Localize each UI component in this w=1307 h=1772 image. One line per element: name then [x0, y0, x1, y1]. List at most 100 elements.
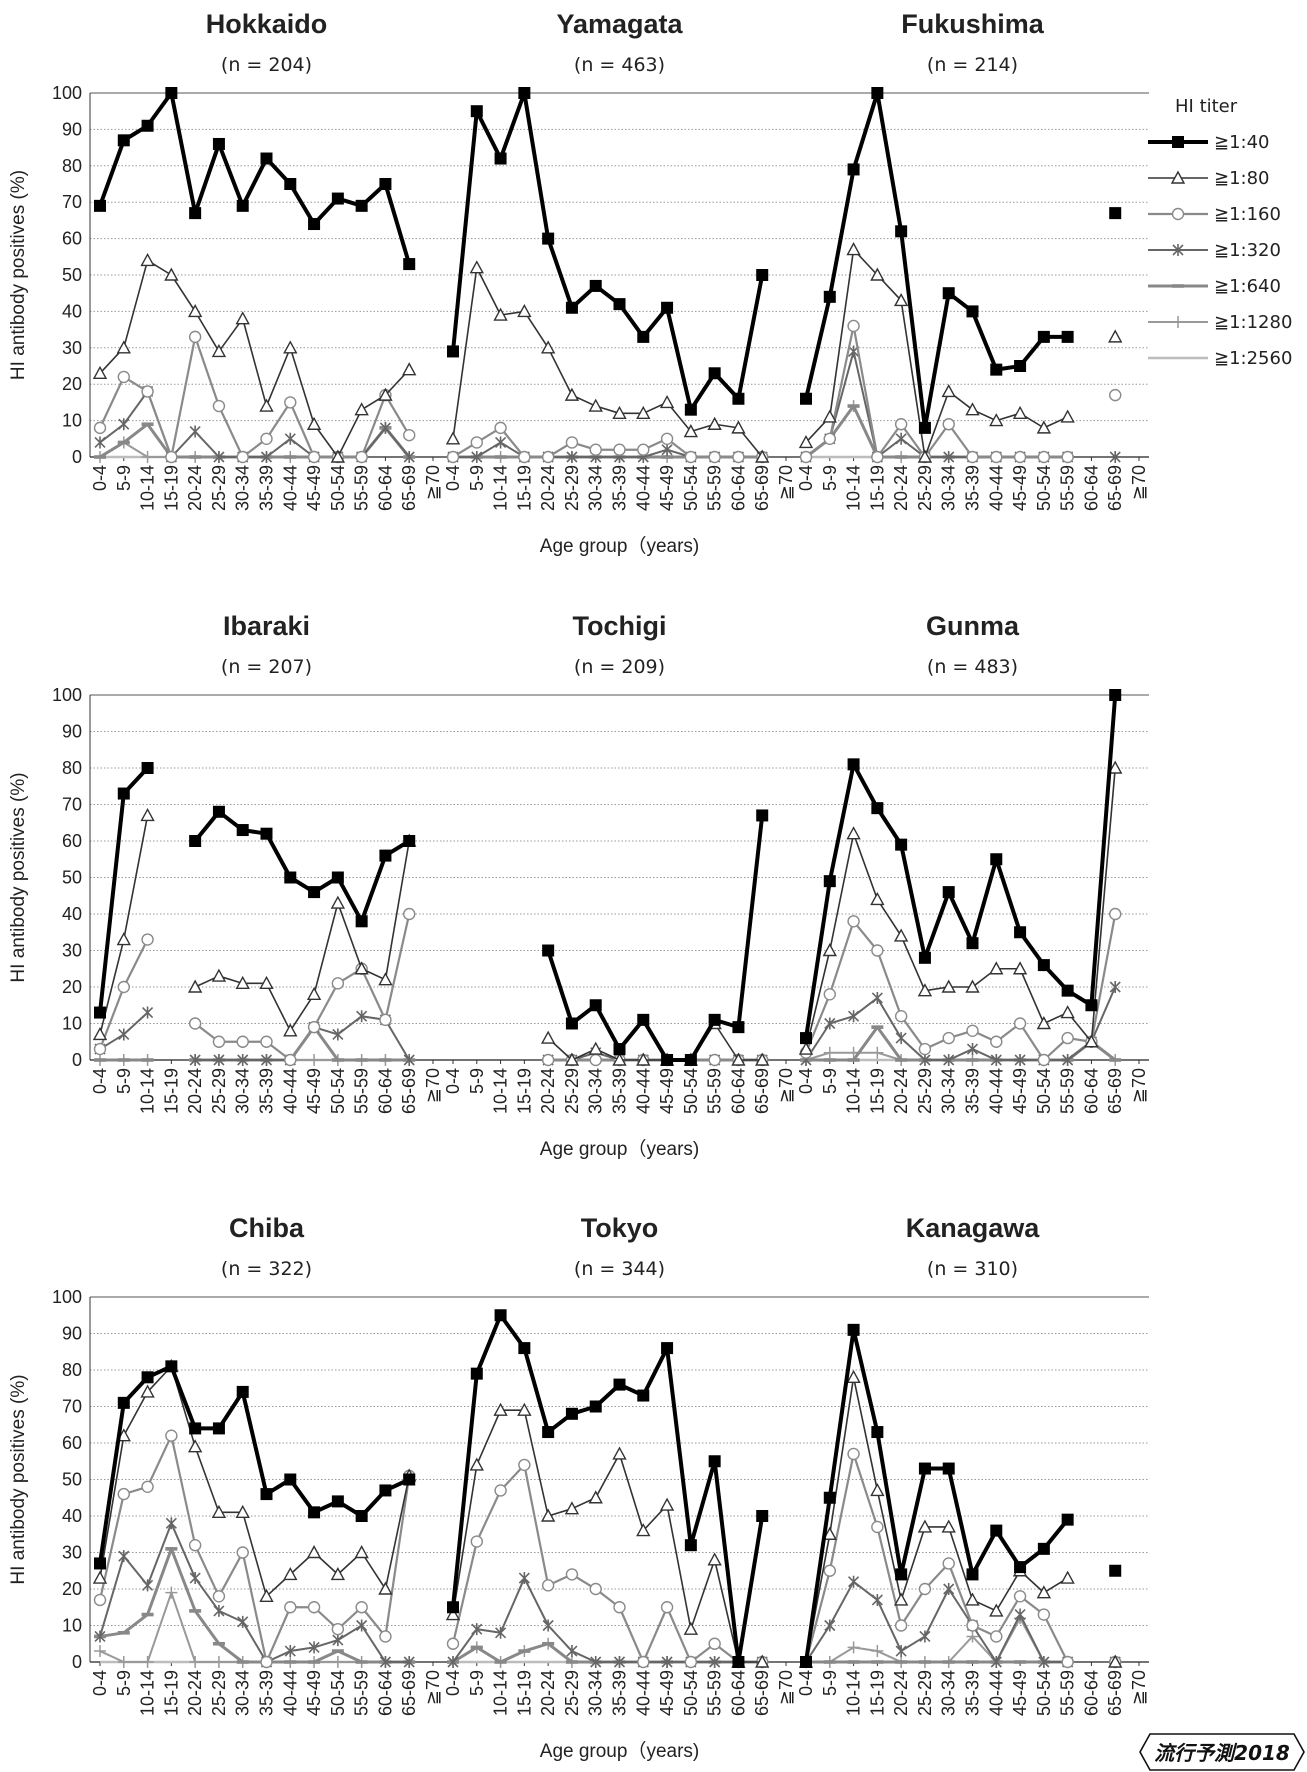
data-point — [93, 1593, 107, 1607]
data-point — [260, 451, 273, 463]
legend-item-0: ≧1:40 — [1148, 132, 1270, 153]
data-point — [355, 199, 368, 212]
series-line — [806, 1617, 1068, 1663]
data-point — [871, 1660, 884, 1664]
data-point — [798, 1041, 814, 1055]
data-point — [1037, 1053, 1051, 1067]
data-point — [822, 1526, 837, 1540]
panel-title: Yamagata — [556, 9, 683, 39]
data-point — [140, 252, 155, 267]
panel-subtitle: (n = 322) — [221, 1258, 312, 1280]
panel-tokyo: Tokyo (n = 344) 0-4 5-9 10-14 15-19 20-24 25-29… — [443, 1213, 796, 1762]
y-tick-label: 10 — [62, 411, 82, 431]
x-tick-label: 25-29 — [209, 1068, 229, 1114]
x-tick-label: 15-19 — [514, 1670, 534, 1716]
data-point — [871, 1426, 884, 1439]
x-tick-label: 50-54 — [1034, 1068, 1054, 1114]
data-point — [637, 330, 650, 343]
data-point — [732, 450, 745, 464]
data-point — [94, 1557, 106, 1570]
data-point — [212, 399, 226, 413]
data-point — [164, 267, 179, 281]
data-point — [613, 1378, 626, 1391]
data-point — [378, 387, 393, 401]
data-point — [822, 409, 837, 423]
data-point — [848, 1575, 860, 1588]
x-tick-label: 65-69 — [1105, 465, 1125, 511]
data-point — [637, 443, 650, 456]
data-point — [823, 1660, 836, 1664]
data-point — [823, 1491, 836, 1504]
y-axis-label: HI antibody positives (%) — [8, 170, 29, 380]
data-point — [189, 1422, 202, 1435]
x-tick-label: 25-29 — [209, 465, 229, 511]
data-point — [189, 835, 202, 847]
x-tick-label: 10-14 — [138, 1068, 158, 1114]
data-point — [140, 1384, 155, 1398]
data-point — [94, 1630, 106, 1643]
x-tick-label: 50-54 — [328, 1670, 348, 1716]
data-point — [565, 1660, 578, 1664]
data-point — [165, 450, 178, 464]
series-0 — [94, 87, 416, 271]
data-point — [403, 835, 416, 847]
data-point — [94, 436, 106, 449]
legend-item-2: ≧1:160 — [1148, 204, 1281, 225]
data-point — [612, 1052, 627, 1066]
data-point — [895, 1058, 908, 1062]
data-point — [495, 1626, 507, 1639]
series-1 — [798, 242, 1123, 463]
data-point — [446, 1637, 460, 1650]
y-tick-label: 50 — [62, 868, 82, 888]
data-point — [895, 1660, 908, 1664]
y-axis-label: HI antibody positives (%) — [8, 772, 29, 982]
data-point — [141, 385, 154, 398]
data-point — [284, 396, 297, 409]
data-point — [847, 915, 860, 928]
data-point — [494, 1309, 507, 1322]
y-tick-label: 10 — [62, 1014, 82, 1034]
data-point — [116, 932, 131, 946]
data-point — [94, 1645, 106, 1658]
data-point — [260, 152, 273, 165]
data-point — [117, 980, 130, 994]
data-point — [966, 450, 979, 464]
data-point — [1061, 1031, 1074, 1045]
x-tick-label: 25-29 — [562, 1068, 582, 1114]
y-tick-label: 100 — [52, 83, 82, 103]
data-point — [356, 1010, 368, 1023]
data-point — [355, 915, 368, 928]
series-line — [546, 815, 765, 1062]
data-point — [708, 367, 721, 380]
data-point — [613, 443, 626, 456]
x-tick-label: 10-14 — [491, 465, 511, 511]
data-point — [92, 365, 108, 379]
x-tick-label: 30-34 — [233, 1068, 253, 1114]
panel-title: Tochigi — [573, 611, 667, 641]
data-point — [847, 1447, 860, 1461]
data-point — [846, 1369, 861, 1384]
data-point — [990, 1524, 1003, 1537]
y-tick-label: 60 — [62, 1433, 82, 1453]
data-point — [1013, 450, 1027, 464]
data-point — [118, 1028, 130, 1041]
data-point — [471, 451, 483, 463]
legend-marker — [1172, 136, 1184, 148]
data-point — [332, 1634, 344, 1647]
data-point — [165, 1547, 178, 1551]
data-point — [822, 943, 837, 957]
series-line — [547, 1022, 763, 1061]
panel-hokkaido: Hokkaido (n = 204) 0-4 5-9 10-14 15-19 20-24 25… — [8, 9, 443, 511]
data-point — [990, 363, 1003, 376]
data-point — [1014, 1561, 1027, 1574]
data-point — [942, 1557, 955, 1570]
data-point — [990, 450, 1003, 464]
data-point — [141, 1058, 154, 1062]
y-tick-label: 40 — [62, 904, 82, 924]
data-point — [612, 1446, 627, 1460]
panel-title: Kanagawa — [906, 1213, 1041, 1243]
y-tick-label: 80 — [62, 156, 82, 176]
data-point — [237, 1054, 249, 1066]
x-tick-label: 15-19 — [161, 1068, 181, 1114]
y-tick-label: 20 — [62, 374, 82, 394]
